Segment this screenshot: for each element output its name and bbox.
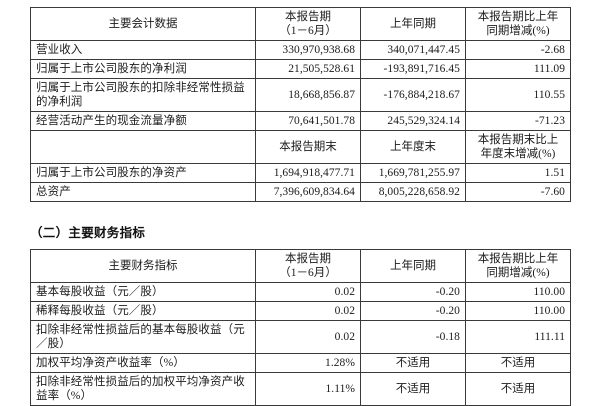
row-change-value: 不适用 xyxy=(465,372,571,406)
row-current-value: 1,694,918,477.71 xyxy=(255,163,361,184)
table-header-row: 主要会计数据 本报告期 （1－6月） 上年同期 本报告期比上年 同期增减(%) xyxy=(30,6,571,42)
header-cell-prior: 上年同期 xyxy=(360,248,466,284)
row-label: 基本每股收益（元／股） xyxy=(30,282,256,303)
header-cell-prior: 上年同期 xyxy=(360,6,466,42)
row-current-value: 21,505,528.61 xyxy=(255,59,361,80)
row-label: 归属于上市公司股东的扣除非经常性损益的净利润 xyxy=(30,78,256,113)
table-row: 经营活动产生的现金流量净额 70,641,501.78 245,529,324.… xyxy=(30,111,571,132)
subheader-cell-prior: 上年度末 xyxy=(360,130,466,165)
header-current-line1: 本报告期 xyxy=(285,253,331,265)
row-label: 稀释每股收益（元／股） xyxy=(30,301,256,322)
row-current-value: 70,641,501.78 xyxy=(255,111,361,132)
row-prior-value: 1,669,781,255.97 xyxy=(360,163,466,184)
header-cell-label: 主要会计数据 xyxy=(30,6,256,42)
header-change-line2: 同期增减(%) xyxy=(486,267,550,280)
row-change-value: -7.60 xyxy=(465,182,571,203)
row-label: 归属于上市公司股东的净利润 xyxy=(30,59,256,80)
page-bottom-cutoff-text xyxy=(34,393,574,400)
row-prior-value: -176,884,218.67 xyxy=(360,78,466,113)
table-subheader-row: 本报告期末 上年度末 本报告期末比上 年度末增减(%) xyxy=(30,130,571,165)
row-prior-value: -0.20 xyxy=(360,282,466,303)
row-change-value: 110.00 xyxy=(465,282,571,303)
row-change-value: 110.00 xyxy=(465,301,571,322)
table-row: 总资产 7,396,609,834.64 8,005,228,658.92 -7… xyxy=(30,182,571,203)
row-current-value: 7,396,609,834.64 xyxy=(255,182,361,203)
row-current-value: 1.28% xyxy=(255,353,361,374)
row-prior-value: -0.20 xyxy=(360,301,466,322)
table-row: 扣除非经常性损益后的加权平均净资产收益率（%） 1.11% 不适用 不适用 xyxy=(30,372,571,406)
header-current-line2: （1－6月） xyxy=(279,267,337,280)
table-row: 归属于上市公司股东的净资产 1,694,918,477.71 1,669,781… xyxy=(30,163,571,184)
table-header-row: 主要财务指标 本报告期 （1－6月） 上年同期 本报告期比上年 同期增减(%) xyxy=(30,248,571,284)
table-row: 归属于上市公司股东的扣除非经常性损益的净利润 18,668,856.87 -17… xyxy=(30,78,571,113)
row-label: 加权平均净资产收益率（%） xyxy=(30,353,256,374)
row-label: 总资产 xyxy=(30,182,256,203)
header-cell-change: 本报告期比上年 同期增减(%) xyxy=(465,248,571,284)
row-change-value: 110.55 xyxy=(465,78,571,113)
row-current-value: 1.11% xyxy=(255,372,361,406)
header-cell-label: 主要财务指标 xyxy=(30,248,256,284)
row-change-value: 111.09 xyxy=(465,59,571,80)
row-prior-value: -193,891,716.45 xyxy=(360,59,466,80)
row-change-value: -2.68 xyxy=(465,40,571,61)
header-change-line1: 本报告期比上年 xyxy=(477,253,559,265)
header-current-line2: （1－6月） xyxy=(279,25,337,38)
row-current-value: 330,970,938.68 xyxy=(255,40,361,61)
row-label: 扣除非经常性损益后的加权平均净资产收益率（%） xyxy=(30,372,256,406)
subheader-cell-blank xyxy=(30,130,256,165)
subheader-change-line1: 本报告期末比上 xyxy=(477,134,559,147)
row-prior-value: 不适用 xyxy=(360,353,466,374)
header-cell-change: 本报告期比上年 同期增减(%) xyxy=(465,6,571,42)
table-row: 营业收入 330,970,938.68 340,071,447.45 -2.68 xyxy=(30,40,571,61)
table-row: 扣除非经常性损益后的基本每股收益（元／股） 0.02 -0.18 111.11 xyxy=(30,320,571,355)
header-change-line2: 同期增减(%) xyxy=(486,25,550,38)
row-prior-value: 不适用 xyxy=(360,372,466,406)
row-current-value: 0.02 xyxy=(255,301,361,322)
header-change-line1: 本报告期比上年 xyxy=(477,11,559,23)
table-row: 稀释每股收益（元／股） 0.02 -0.20 110.00 xyxy=(30,301,571,322)
accounting-data-table: 主要会计数据 本报告期 （1－6月） 上年同期 本报告期比上年 同期增减(%) … xyxy=(30,6,571,203)
subheader-cell-current: 本报告期末 xyxy=(255,130,361,165)
row-prior-value: -0.18 xyxy=(360,320,466,355)
row-current-value: 18,668,856.87 xyxy=(255,78,361,113)
row-label: 营业收入 xyxy=(30,40,256,61)
row-label: 经营活动产生的现金流量净额 xyxy=(30,111,256,132)
row-label: 扣除非经常性损益后的基本每股收益（元／股） xyxy=(30,320,256,355)
row-label: 归属于上市公司股东的净资产 xyxy=(30,163,256,184)
row-prior-value: 340,071,447.45 xyxy=(360,40,466,61)
row-prior-value: 245,529,324.14 xyxy=(360,111,466,132)
row-current-value: 0.02 xyxy=(255,320,361,355)
row-change-value: 1.51 xyxy=(465,163,571,184)
row-prior-value: 8,005,228,658.92 xyxy=(360,182,466,203)
row-change-value: -71.23 xyxy=(465,111,571,132)
subheader-change-line2: 年度末增减(%) xyxy=(480,148,556,161)
financial-indicators-table: 主要财务指标 本报告期 （1－6月） 上年同期 本报告期比上年 同期增减(%) … xyxy=(30,248,571,406)
row-change-value: 111.11 xyxy=(465,320,571,355)
header-cell-current: 本报告期 （1－6月） xyxy=(255,248,361,284)
header-cell-current: 本报告期 （1－6月） xyxy=(255,6,361,42)
header-current-line1: 本报告期 xyxy=(285,11,331,23)
table-row: 归属于上市公司股东的净利润 21,505,528.61 -193,891,716… xyxy=(30,59,571,80)
row-change-value: 不适用 xyxy=(465,353,571,374)
row-current-value: 0.02 xyxy=(255,282,361,303)
table-row: 基本每股收益（元／股） 0.02 -0.20 110.00 xyxy=(30,282,571,303)
subheader-cell-change: 本报告期末比上 年度末增减(%) xyxy=(465,130,571,165)
table-row: 加权平均净资产收益率（%） 1.28% 不适用 不适用 xyxy=(30,353,571,374)
section-heading-financial-indicators: （二）主要财务指标 xyxy=(30,226,146,240)
